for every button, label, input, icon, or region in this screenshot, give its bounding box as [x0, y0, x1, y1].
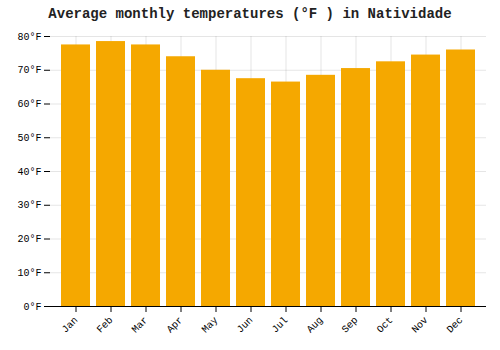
svg-text:Jul: Jul — [270, 315, 291, 336]
svg-text:0°F: 0°F — [23, 302, 41, 313]
svg-text:May: May — [200, 315, 221, 336]
svg-text:60°F: 60°F — [17, 99, 41, 110]
svg-text:Jun: Jun — [235, 315, 256, 336]
svg-text:Jan: Jan — [60, 315, 81, 336]
svg-text:50°F: 50°F — [17, 133, 41, 144]
svg-text:Apr: Apr — [165, 315, 186, 336]
svg-text:Oct: Oct — [375, 315, 396, 336]
svg-text:10°F: 10°F — [17, 268, 41, 279]
svg-text:Sep: Sep — [340, 315, 361, 336]
html-text:Average monthly temperatures (: Average monthly temperatures (°F ) in Na… — [48, 6, 452, 22]
svg-text:40°F: 40°F — [17, 167, 41, 178]
svg-text:30°F: 30°F — [17, 200, 41, 211]
svg-text:Mar: Mar — [130, 315, 151, 336]
svg-text:Nov: Nov — [410, 315, 431, 336]
svg-text:20°F: 20°F — [17, 234, 41, 245]
svg-text:Dec: Dec — [445, 315, 466, 336]
svg-text:70°F: 70°F — [17, 65, 41, 76]
svg-text:Aug: Aug — [305, 315, 326, 336]
svg-text:80°F: 80°F — [17, 32, 41, 43]
svg-text:Feb: Feb — [95, 315, 116, 336]
